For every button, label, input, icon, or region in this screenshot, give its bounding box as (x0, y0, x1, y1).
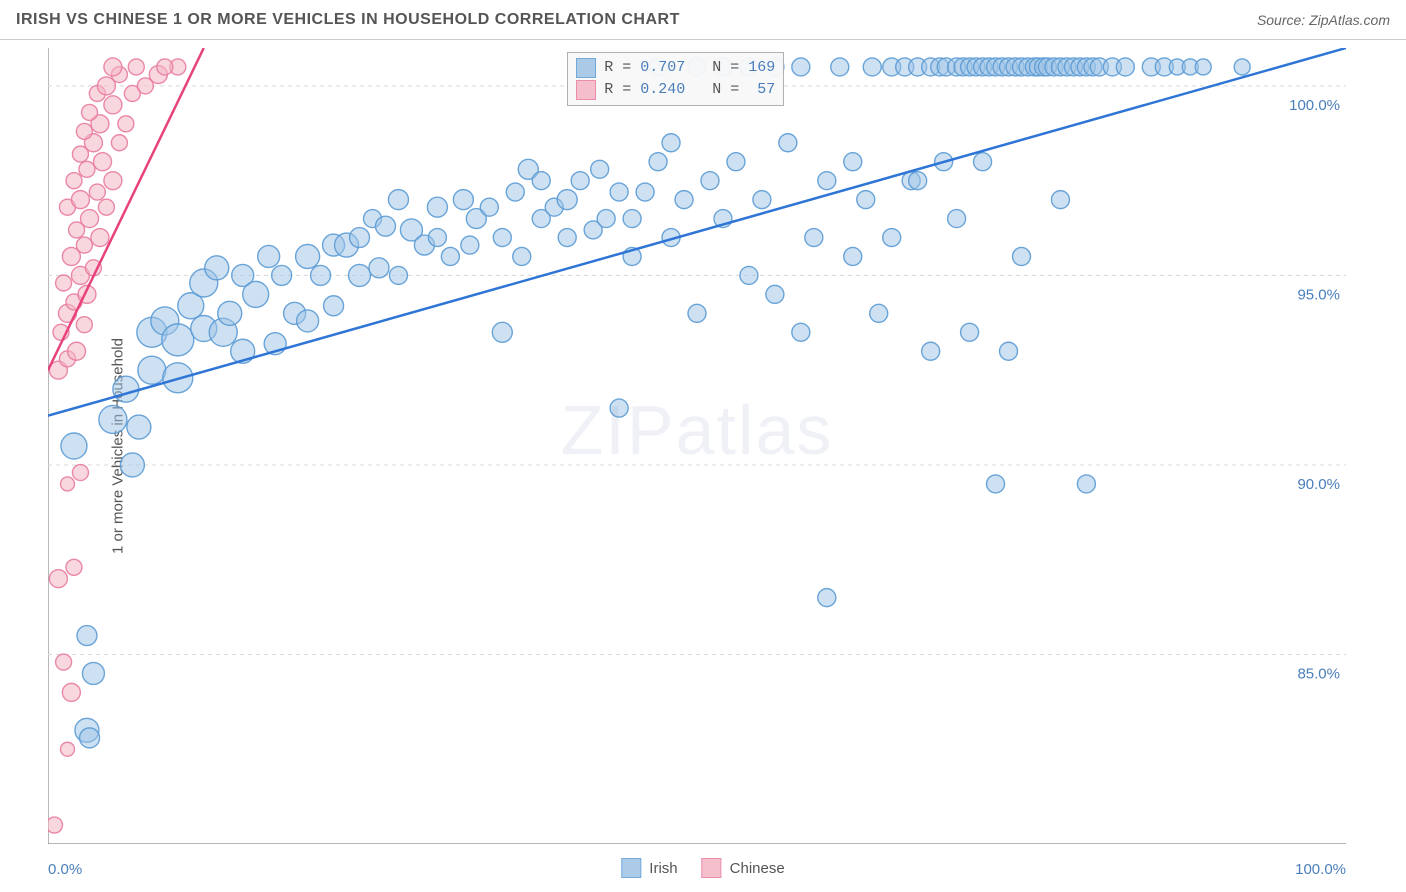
chart-container: IRISH VS CHINESE 1 OR MORE VEHICLES IN H… (0, 0, 1406, 892)
series-swatch (576, 80, 596, 100)
x-axis-max-label: 100.0% (1295, 861, 1346, 878)
chart-area: 85.0%90.0%95.0%100.0% ZIPatlas R = 0.707… (48, 48, 1346, 844)
x-axis-min-label: 0.0% (48, 861, 82, 878)
legend-swatch (702, 858, 722, 878)
scatter-chart-svg: 85.0% 90.0% 95.0% 100.0% (48, 48, 1346, 844)
legend-item: Irish (621, 858, 677, 878)
stats-text: R = 0.707 N = 169 (604, 57, 775, 79)
source-label: Source: ZipAtlas.com (1257, 12, 1390, 28)
chart-title: IRISH VS CHINESE 1 OR MORE VEHICLES IN H… (16, 11, 680, 29)
title-bar: IRISH VS CHINESE 1 OR MORE VEHICLES IN H… (0, 0, 1406, 40)
svg-text:95.0%: 95.0% (1297, 286, 1340, 303)
legend-item: Chinese (702, 858, 785, 878)
series-legend: Irish Chinese (621, 858, 784, 878)
stats-row: R = 0.240 N = 57 (576, 79, 775, 101)
legend-label: Chinese (730, 860, 785, 877)
stats-text: R = 0.240 N = 57 (604, 79, 775, 101)
stats-row: R = 0.707 N = 169 (576, 57, 775, 79)
legend-swatch (621, 858, 641, 878)
svg-text:100.0%: 100.0% (1289, 97, 1340, 114)
svg-text:90.0%: 90.0% (1297, 476, 1340, 493)
svg-text:85.0%: 85.0% (1297, 665, 1340, 682)
legend-label: Irish (649, 860, 677, 877)
series-swatch (576, 58, 596, 78)
correlation-stats-box: R = 0.707 N = 169R = 0.240 N = 57 (567, 52, 784, 106)
